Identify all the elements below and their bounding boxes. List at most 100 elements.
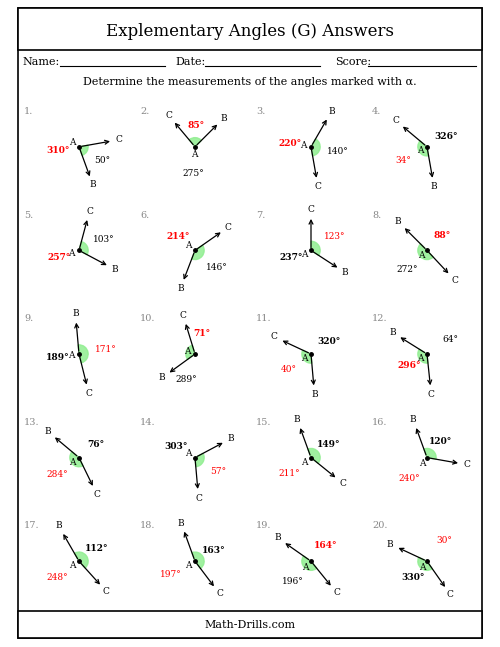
Text: 123°: 123° <box>324 232 345 241</box>
Text: 163°: 163° <box>202 546 226 555</box>
Text: A: A <box>192 150 198 159</box>
Text: 50°: 50° <box>94 156 110 165</box>
Text: 303°: 303° <box>164 443 188 452</box>
Text: A: A <box>70 562 76 571</box>
Text: A: A <box>69 138 75 148</box>
Text: 272°: 272° <box>396 265 418 274</box>
Text: 164°: 164° <box>314 541 338 550</box>
Text: 4.: 4. <box>372 107 382 116</box>
Wedge shape <box>195 454 204 466</box>
Text: 214°: 214° <box>167 232 190 241</box>
Bar <box>18 611 482 638</box>
Text: 196°: 196° <box>282 576 304 586</box>
Text: B: B <box>72 309 79 318</box>
Text: A: A <box>184 560 191 569</box>
Text: C: C <box>225 223 232 232</box>
Text: 120°: 120° <box>429 437 452 446</box>
Text: C: C <box>86 206 93 215</box>
Text: 5.: 5. <box>24 211 33 219</box>
Wedge shape <box>418 244 433 259</box>
Text: B: B <box>311 390 318 399</box>
Text: 197°: 197° <box>160 570 182 579</box>
Text: A: A <box>186 241 192 250</box>
Text: A: A <box>68 351 74 360</box>
Wedge shape <box>302 350 312 363</box>
Text: B: B <box>44 427 51 436</box>
Text: B: B <box>294 415 300 424</box>
Wedge shape <box>418 349 428 363</box>
Text: B: B <box>228 434 234 443</box>
Text: 16.: 16. <box>372 418 388 427</box>
Wedge shape <box>418 557 432 571</box>
Text: 140°: 140° <box>327 147 348 156</box>
Text: 57°: 57° <box>210 466 226 476</box>
Text: 8.: 8. <box>372 211 382 219</box>
Text: 211°: 211° <box>278 469 300 478</box>
Text: B: B <box>112 265 118 274</box>
Wedge shape <box>424 448 436 459</box>
Text: Date:: Date: <box>175 57 206 67</box>
Text: 296°: 296° <box>397 361 420 370</box>
Text: Name:: Name: <box>22 57 60 67</box>
Wedge shape <box>70 452 83 466</box>
Text: C: C <box>195 494 202 503</box>
Text: C: C <box>270 333 278 342</box>
Text: 320°: 320° <box>317 337 340 346</box>
Text: 85°: 85° <box>188 121 204 130</box>
Text: 11.: 11. <box>256 314 272 324</box>
Wedge shape <box>192 245 204 259</box>
Text: 237°: 237° <box>279 253 302 262</box>
Text: 6.: 6. <box>140 211 149 219</box>
Text: 40°: 40° <box>280 365 296 374</box>
Text: B: B <box>387 540 394 549</box>
Text: 275°: 275° <box>182 170 204 179</box>
Wedge shape <box>311 241 320 256</box>
Text: C: C <box>392 116 400 125</box>
Text: A: A <box>301 354 308 363</box>
Text: 2.: 2. <box>140 107 149 116</box>
Text: 71°: 71° <box>194 329 210 338</box>
Text: C: C <box>180 311 186 320</box>
Text: A: A <box>184 449 191 458</box>
Text: A: A <box>302 562 309 571</box>
Text: C: C <box>216 589 223 598</box>
Text: A: A <box>418 252 424 261</box>
Text: 146°: 146° <box>206 263 228 272</box>
Text: 289°: 289° <box>176 375 197 384</box>
Text: B: B <box>395 217 402 226</box>
Text: C: C <box>339 479 346 488</box>
Text: B: B <box>410 415 416 424</box>
Wedge shape <box>308 448 320 463</box>
Text: A: A <box>418 563 425 572</box>
Text: 3.: 3. <box>256 107 266 116</box>
Text: 248°: 248° <box>46 573 68 582</box>
Text: C: C <box>166 111 172 120</box>
Wedge shape <box>78 345 88 363</box>
Text: 19.: 19. <box>256 521 272 531</box>
Bar <box>18 8 482 50</box>
Text: Explementary Angles (G) Answers: Explementary Angles (G) Answers <box>106 23 394 41</box>
Text: 1.: 1. <box>24 107 34 116</box>
Text: 64°: 64° <box>442 335 458 344</box>
Text: B: B <box>342 268 348 277</box>
Text: C: C <box>86 389 92 398</box>
Wedge shape <box>192 552 204 569</box>
Text: C: C <box>103 587 110 596</box>
Text: 12.: 12. <box>372 314 388 324</box>
Text: 220°: 220° <box>278 138 301 148</box>
Text: 76°: 76° <box>88 440 104 449</box>
Text: C: C <box>116 135 122 144</box>
Text: B: B <box>220 114 227 122</box>
Wedge shape <box>302 556 317 571</box>
Text: Math-Drills.com: Math-Drills.com <box>204 620 296 630</box>
Text: 330°: 330° <box>402 573 425 582</box>
Text: 18.: 18. <box>140 521 156 531</box>
Wedge shape <box>74 552 88 568</box>
Text: 17.: 17. <box>24 521 40 531</box>
Text: C: C <box>333 588 340 597</box>
Text: 15.: 15. <box>256 418 272 427</box>
Text: A: A <box>417 354 424 363</box>
Text: 103°: 103° <box>93 235 114 244</box>
Text: B: B <box>159 373 166 382</box>
Text: Score:: Score: <box>335 57 371 67</box>
